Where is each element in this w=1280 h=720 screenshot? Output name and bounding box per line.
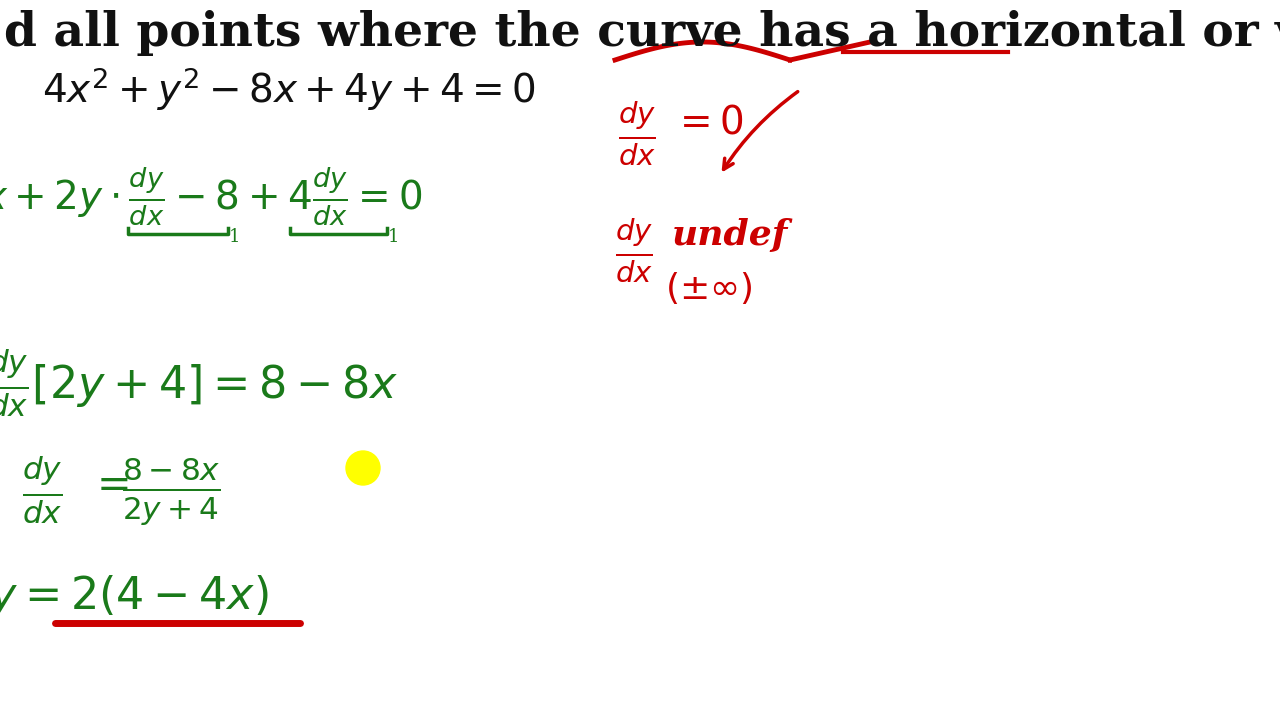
Text: undef: undef — [672, 218, 788, 252]
Text: $y = 2(4 - 4x)$: $y = 2(4 - 4x)$ — [0, 573, 269, 620]
Text: $\frac{dy}{dx}$: $\frac{dy}{dx}$ — [614, 215, 653, 284]
Text: $\frac{8-8x}{2y+4}$: $\frac{8-8x}{2y+4}$ — [122, 455, 220, 527]
Text: $\frac{dy}{dx}$: $\frac{dy}{dx}$ — [22, 455, 63, 526]
Text: $=$: $=$ — [88, 462, 128, 504]
Text: $(\pm\infty)$: $(\pm\infty)$ — [666, 270, 753, 306]
Text: $x + 2y \cdot \frac{dy}{dx} - 8 + 4\frac{dy}{dx} = 0$: $x + 2y \cdot \frac{dy}{dx} - 8 + 4\frac… — [0, 165, 422, 228]
Text: $\frac{dy}{dx}\left[2y+4\right] = 8 - 8x$: $\frac{dy}{dx}\left[2y+4\right] = 8 - 8x… — [0, 348, 398, 419]
Text: $4x^2 + y^2 - 8x + 4y + 4 = 0$: $4x^2 + y^2 - 8x + 4y + 4 = 0$ — [42, 65, 536, 113]
Text: 1: 1 — [229, 228, 241, 246]
Circle shape — [346, 451, 380, 485]
Text: $\frac{dy}{dx}$: $\frac{dy}{dx}$ — [618, 98, 657, 167]
Text: d all points where the curve has a horizontal or vertical  tange: d all points where the curve has a horiz… — [4, 10, 1280, 56]
Text: 1: 1 — [388, 228, 399, 246]
Text: $= 0$: $= 0$ — [672, 103, 744, 141]
